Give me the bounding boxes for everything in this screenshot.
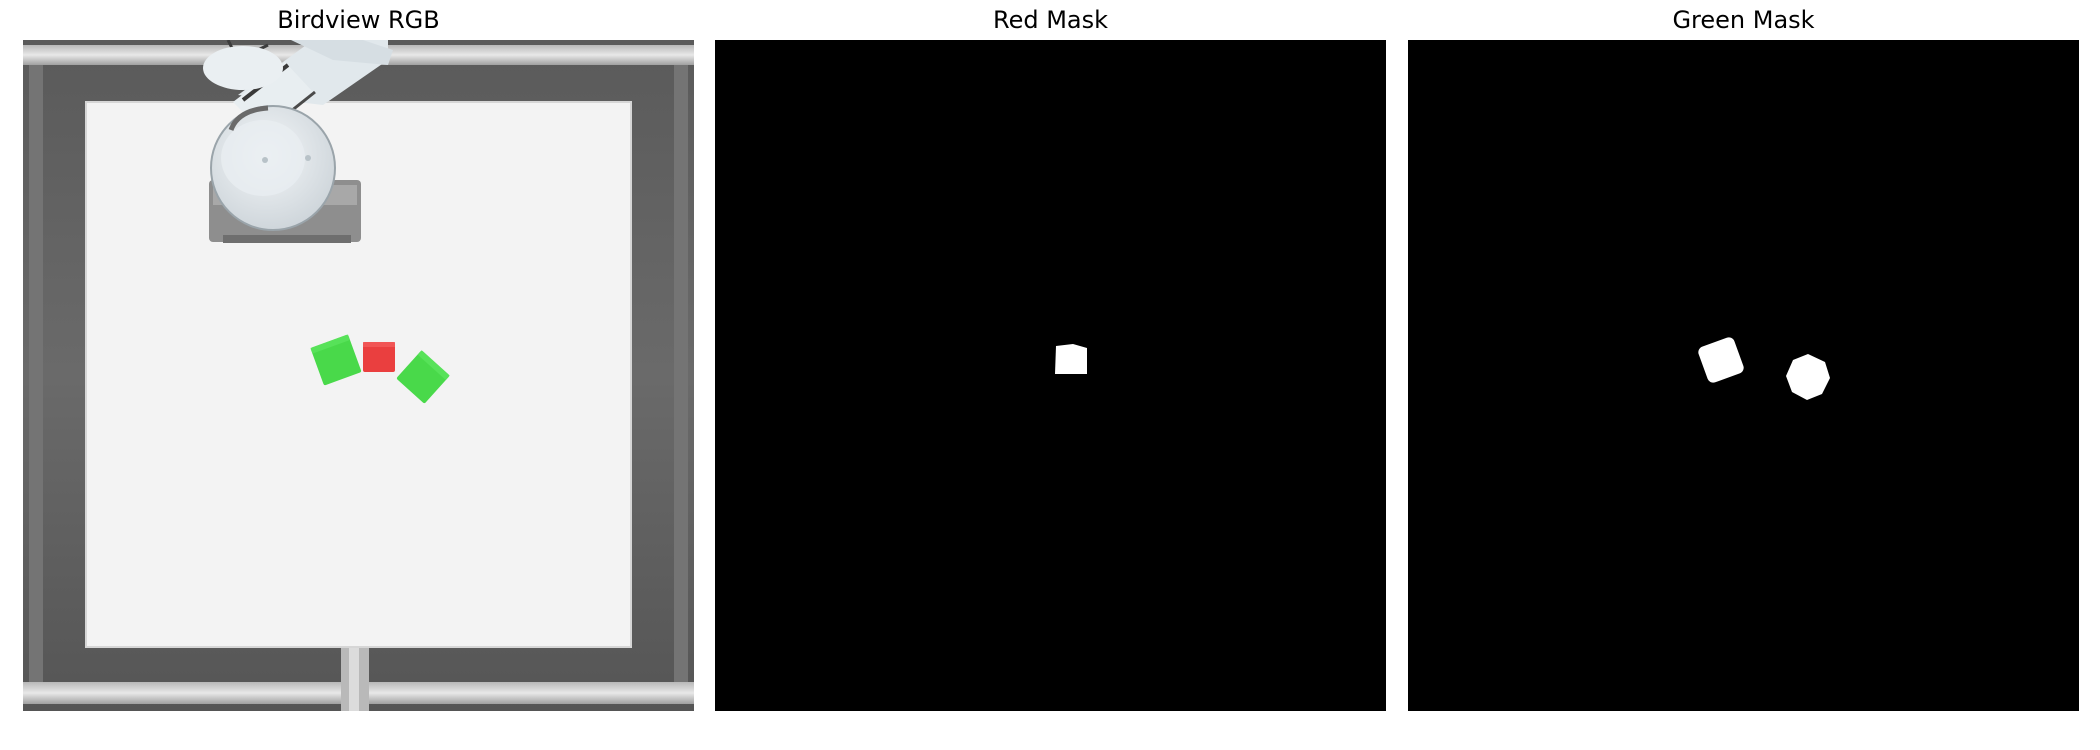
right-rail [674, 65, 688, 682]
panel-title-birdview: Birdview RGB [277, 6, 440, 34]
table-surface [85, 101, 632, 648]
birdview-rgb-image [23, 40, 694, 711]
green-cube-right [396, 350, 450, 404]
red-cube [363, 342, 395, 372]
robot-arm [203, 40, 393, 243]
green-mask-image [1408, 40, 2079, 711]
left-rail [29, 65, 43, 682]
green-mask-blob-right [1786, 354, 1830, 400]
red-mask-image [715, 40, 1386, 711]
panel-title-red-mask: Red Mask [992, 6, 1109, 34]
red-mask-blob [1055, 344, 1087, 374]
green-mask-blob-left [1698, 337, 1744, 383]
green-cube-left [310, 334, 362, 386]
panel-title-green-mask: Green Mask [1672, 6, 1815, 34]
